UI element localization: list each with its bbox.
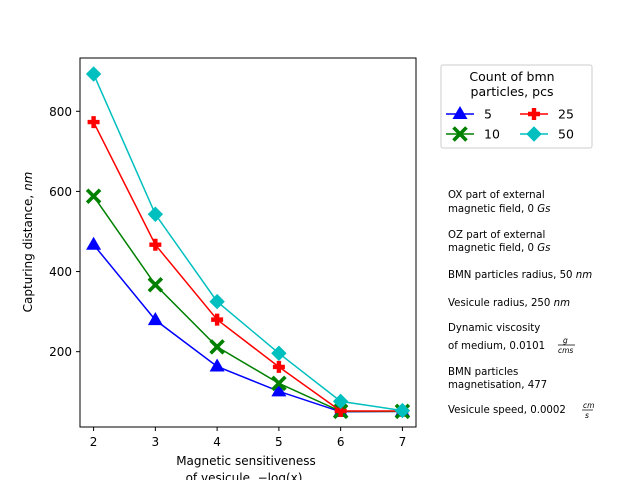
plot-area: 2 3 4 5 6 7 200 400 600 800 (49, 57, 417, 449)
data-point (271, 383, 287, 397)
legend-marker (452, 105, 468, 120)
svg-text:of medium, 0.0101: of medium, 0.0101 (448, 341, 545, 352)
x-tick-label: 7 (399, 435, 407, 449)
axes-frame (79, 57, 417, 428)
legend-label: 25 (558, 107, 574, 122)
x-tick-label: 5 (275, 435, 283, 449)
data-point (85, 188, 102, 204)
series-layer (85, 66, 411, 420)
data-point (394, 402, 411, 419)
legend-title-line2: particles, pcs (471, 84, 554, 99)
note-magnetisation-line1: BMN particles (448, 367, 518, 378)
x-tick-label: 4 (213, 435, 221, 449)
note-oz-line1: OZ part of external (448, 230, 545, 241)
note-ox-line2: magnetic field, 0 Gs (448, 204, 551, 215)
legend-entries: 5 10 25 50 (446, 105, 574, 142)
legend-title-line1: Count of bmn (469, 69, 554, 84)
x-tick-label: 6 (337, 435, 345, 449)
data-point (272, 360, 285, 373)
data-point (209, 358, 225, 372)
y-axis-label: Capturing distance, nm (21, 172, 35, 313)
speed-unit-denominator: s (585, 411, 589, 420)
legend-marker (526, 126, 542, 142)
y-axis-ticks: 200 400 600 800 (49, 105, 80, 359)
x-axis-ticks: 2 3 4 5 6 7 (90, 427, 406, 449)
legend-label: 10 (484, 127, 500, 142)
legend-marker (452, 126, 468, 142)
note-viscosity-line1: Dynamic viscosity (448, 323, 540, 334)
speed-unit-numerator: cm (583, 401, 594, 410)
svg-text:Vesicule speed, 0.0002: Vesicule speed, 0.0002 (448, 405, 566, 416)
data-point (211, 313, 224, 326)
legend-entry-25: 25 (520, 107, 574, 122)
note-vesicule-speed: Vesicule speed, 0.0002 cm s (448, 401, 594, 420)
legend-label: 50 (558, 127, 574, 142)
data-point (332, 393, 349, 410)
viscosity-unit-denominator: cms (558, 346, 573, 355)
legend-label: 5 (484, 107, 492, 122)
data-point (85, 66, 102, 82)
data-point (87, 116, 100, 129)
x-tick-label: 2 (90, 435, 98, 449)
data-point (86, 236, 102, 250)
data-point (271, 375, 287, 392)
y-tick-label: 200 (49, 345, 72, 359)
data-point (147, 206, 164, 222)
series-line-50 (92, 73, 403, 412)
parameter-notes: OX part of external magnetic field, 0 Gs… (448, 190, 594, 420)
legend-entry-50: 50 (520, 126, 574, 142)
x-axis-label-line2: of vesicule, −log(x) (186, 471, 303, 480)
y-tick-label: 800 (49, 105, 72, 119)
data-point (147, 277, 164, 293)
data-point (149, 238, 162, 251)
viscosity-unit-numerator: g (563, 336, 568, 345)
legend-entry-10: 10 (446, 126, 500, 142)
data-point (334, 404, 347, 417)
note-vesicule-radius: Vesicule radius, 250 nm (448, 298, 570, 309)
data-point (209, 293, 225, 310)
x-tick-label: 3 (152, 435, 160, 449)
legend-box (440, 64, 593, 149)
note-bmn-radius: BMN particles radius, 50 nm (448, 270, 592, 281)
legend: Count of bmn particles, pcs 5 10 25 50 (440, 64, 593, 149)
series-50 (85, 66, 411, 419)
y-tick-label: 600 (49, 185, 72, 199)
x-axis-label-line1: Magnetic sensitiveness (176, 454, 316, 468)
y-tick-label: 400 (49, 265, 72, 279)
data-point (271, 345, 287, 361)
legend-marker (528, 108, 540, 121)
note-ox-line1: OX part of external (448, 190, 545, 201)
data-point (209, 339, 225, 355)
series-line-25 (92, 121, 403, 412)
legend-entry-5: 5 (446, 105, 492, 122)
note-oz-line2: magnetic field, 0 Gs (448, 243, 551, 254)
data-point (147, 312, 163, 326)
note-viscosity-line2: of medium, 0.0101 g cms (448, 336, 575, 355)
note-magnetisation-line2: magnetisation, 477 (448, 380, 547, 391)
